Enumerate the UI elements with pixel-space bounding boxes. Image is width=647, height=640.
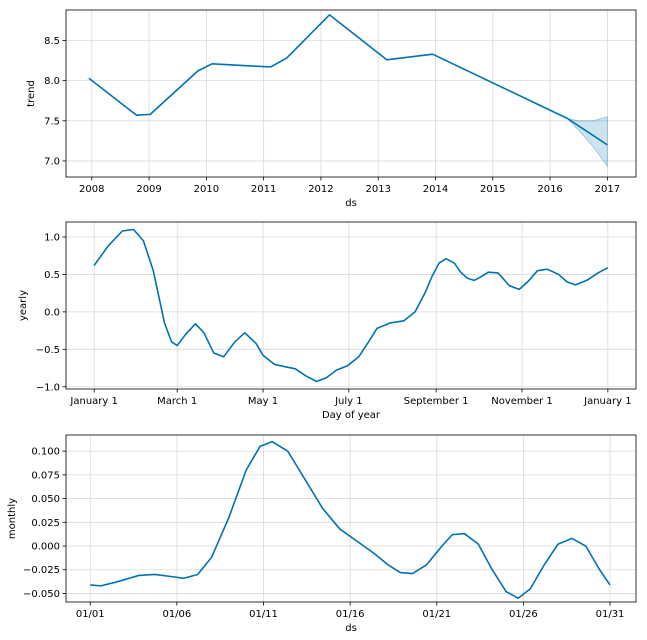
trend-series-line	[88, 14, 608, 146]
trend-ytick-label: 8.0	[44, 76, 60, 87]
yearly-xtick-label: May 1	[248, 396, 278, 407]
yearly-ytick-label: −0.5	[36, 345, 60, 356]
yearly-xtick-label: November 1	[491, 396, 553, 407]
trend-xtick-label: 2009	[136, 184, 161, 195]
yearly-xaxis-label: Day of year	[322, 410, 381, 421]
monthly-series-line	[90, 440, 611, 600]
trend-xtick-label: 2017	[595, 184, 620, 195]
monthly-ytick-label: 0.075	[31, 470, 60, 481]
yearly-yaxis-label: yearly	[18, 290, 29, 321]
yearly-xtick-label: September 1	[404, 396, 469, 407]
trend-uncertainty-band	[566, 116, 608, 168]
trend-yaxis-label: trend	[26, 80, 37, 107]
trend-ytick-label: 8.5	[44, 36, 60, 47]
trend-ytick-label: 7.0	[44, 156, 60, 167]
monthly-xaxis-label: ds	[345, 623, 357, 634]
yearly-xtick-label: January 1	[583, 396, 631, 407]
trend-axes-frame	[65, 9, 637, 178]
monthly-panel: 01/01 01/06 01/11 01/16 01/21 01/26 01/31 −0.05…	[7, 434, 637, 634]
yearly-series-line	[93, 228, 609, 383]
trend-xtick-label: 2015	[480, 184, 505, 195]
monthly-xtick-label: 01/16	[336, 609, 365, 620]
monthly-ytick-label: −0.025	[23, 565, 60, 576]
monthly-xtick-label: 01/01	[76, 609, 105, 620]
yearly-panel: January 1 March 1 May 1 July 1 September 1 No…	[18, 221, 637, 421]
trend-xtick-label: 2011	[251, 184, 276, 195]
yearly-ytick-label: 0.0	[44, 307, 60, 318]
trend-xtick-label: 2016	[537, 184, 562, 195]
yearly-ytick-label: 1.0	[44, 232, 60, 243]
yearly-xtick-label: March 1	[157, 396, 197, 407]
monthly-xtick-label: 01/31	[596, 609, 625, 620]
monthly-yaxis-label: monthly	[7, 498, 18, 539]
trend-xtick-label: 2013	[365, 184, 390, 195]
monthly-xtick-label: 01/06	[162, 609, 191, 620]
yearly-xtick-label: January 1	[69, 396, 117, 407]
monthly-ytick-label: 0.000	[31, 542, 60, 553]
yearly-ytick-label: −1.0	[36, 382, 60, 393]
yearly-ytick-label: 0.5	[44, 270, 60, 281]
trend-ytick-label: 7.5	[44, 116, 60, 127]
trend-panel: 2008 2009 2010 2011 2012 2013 2014 2015 2016 2017…	[26, 9, 637, 209]
trend-xtick-label: 2008	[79, 184, 104, 195]
monthly-ytick-label: 0.050	[31, 494, 60, 505]
monthly-xtick-label: 01/11	[249, 609, 278, 620]
monthly-xtick-label: 01/21	[422, 609, 451, 620]
trend-xtick-label: 2010	[194, 184, 219, 195]
yearly-xtick-label: July 1	[334, 396, 363, 407]
trend-xtick-label: 2012	[308, 184, 333, 195]
monthly-ytick-label: 0.100	[31, 447, 60, 458]
monthly-axes-frame	[65, 434, 637, 603]
trend-xaxis-label: ds	[345, 198, 357, 209]
trend-xtick-label: 2014	[423, 184, 448, 195]
yearly-axes-frame	[65, 221, 637, 390]
monthly-ytick-label: −0.050	[23, 589, 60, 600]
monthly-xtick-label: 01/26	[509, 609, 538, 620]
monthly-ytick-label: 0.025	[31, 518, 60, 529]
